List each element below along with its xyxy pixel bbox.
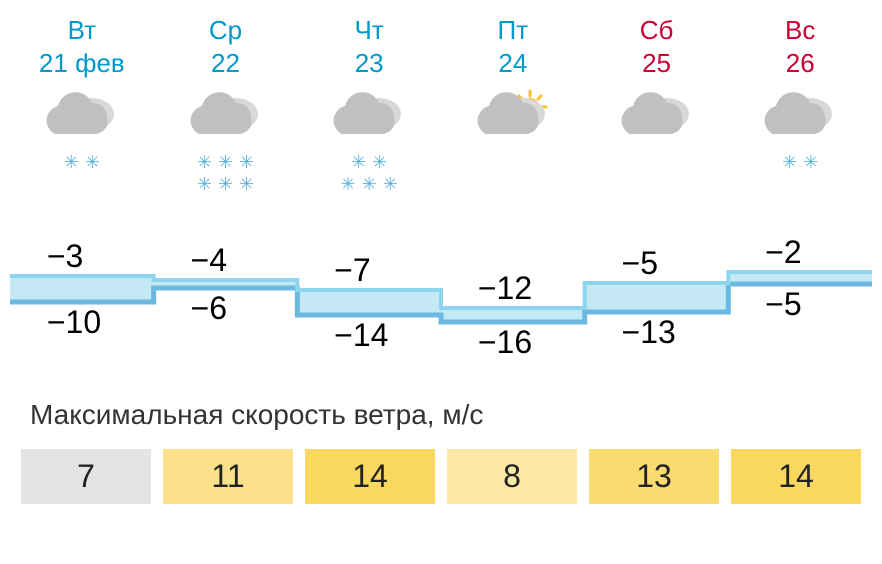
wind-value: 14 [731,449,861,504]
snowflake-icon: ✳ [218,175,233,193]
snow-row: ✳✳ [64,153,100,171]
cloud-icon [612,89,702,149]
weather-icon-cell: ✳✳ [10,89,154,209]
temp-high-label: −12 [478,270,532,307]
snowflake-icon: ✳ [218,153,233,171]
weather-icon-cell: ✳✳✳✳✳ [297,89,441,209]
snowflake-icon: ✳ [197,153,212,171]
day-header[interactable]: Вт 21 фев [10,15,154,79]
day-header[interactable]: Сб 25 [585,15,729,79]
day-name: Чт [297,15,441,46]
snowflake-icon: ✳ [64,153,79,171]
temp-high-label: −4 [191,242,227,279]
snowflake-icon: ✳ [239,153,254,171]
cloud-icon [755,89,845,149]
snow-row: ✳ ✳ ✳ [197,175,254,193]
snowflake-icon: ✳ [85,153,100,171]
snowflake-icon: ✳ [372,153,387,171]
day-date: 24 [441,48,585,79]
wind-value: 7 [21,449,151,504]
wind-value: 14 [305,449,435,504]
weather-icon-cell: ✳ ✳ ✳ ✳ ✳ ✳ [154,89,298,209]
day-date: 21 фев [10,48,154,79]
weather-icon-cell [441,89,585,209]
weather-icon-cell [585,89,729,209]
temp-chart-svg [10,230,872,380]
weather-icons-row: ✳✳ ✳✳✳✳✳✳ ✳✳✳✳✳ [10,89,872,209]
temperature-chart: −3 −10 −4 −6 −7 −14 −12 −16 −5 −13 −2 −5 [10,229,872,379]
snowflake-icon: ✳ [351,153,366,171]
day-name: Вс [728,15,872,46]
snowflake-icon: ✳ [383,175,398,193]
day-name: Вт [10,15,154,46]
temp-low-label: −5 [765,286,801,323]
wind-section-title: Максимальная скорость ветра, м/с [30,399,872,431]
snowflake-icon: ✳ [239,175,254,193]
wind-value: 8 [447,449,577,504]
cloud-icon [324,89,414,149]
weather-icon-cell: ✳✳ [728,89,872,209]
snow-row: ✳✳ [351,153,387,171]
temp-low-label: −6 [191,290,227,327]
cloud-icon [181,89,271,149]
day-date: 26 [728,48,872,79]
temp-high-label: −7 [334,252,370,289]
day-name: Ср [154,15,298,46]
snowflake-icon: ✳ [362,175,377,193]
day-header[interactable]: Чт 23 [297,15,441,79]
temp-low-label: −13 [622,314,676,351]
day-header[interactable]: Пт 24 [441,15,585,79]
days-header-row: Вт 21 фев Ср 22 Чт 23 Пт 24 Сб 25 Вс 26 [10,15,872,79]
day-date: 23 [297,48,441,79]
temp-low-label: −14 [334,317,388,354]
snowflake-icon: ✳ [341,175,356,193]
day-date: 25 [585,48,729,79]
temp-low-label: −10 [47,304,101,341]
temp-high-label: −3 [47,238,83,275]
snow-row: ✳ ✳ ✳ [197,153,254,171]
day-header[interactable]: Вс 26 [728,15,872,79]
day-date: 22 [154,48,298,79]
wind-row: 7 11 14 8 13 14 [10,449,872,504]
snow-row: ✳ ✳ ✳ [341,175,398,193]
cloud-icon [37,89,127,149]
snow-row: ✳✳ [782,153,818,171]
temp-high-label: −2 [765,234,801,271]
snowflake-icon: ✳ [197,175,212,193]
temp-low-label: −16 [478,324,532,361]
day-name: Сб [585,15,729,46]
day-name: Пт [441,15,585,46]
wind-value: 13 [589,449,719,504]
snowflake-icon: ✳ [782,153,797,171]
wind-value: 11 [163,449,293,504]
snowflake-icon: ✳ [803,153,818,171]
day-header[interactable]: Ср 22 [154,15,298,79]
temp-high-label: −5 [622,245,658,282]
cloud-sun-icon [468,89,558,149]
